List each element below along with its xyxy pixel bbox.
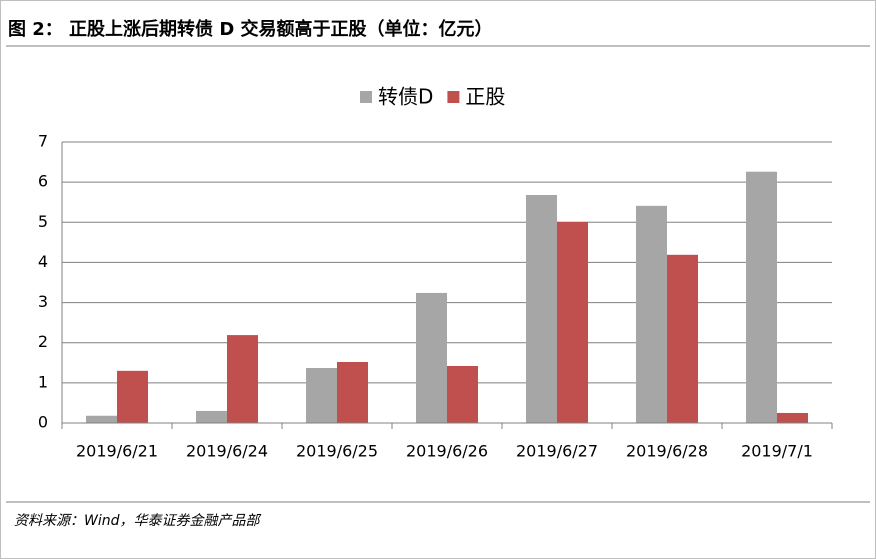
y-tick-label: 6	[38, 172, 48, 191]
legend-label: 转债D	[378, 85, 433, 109]
x-tick-label: 2019/6/21	[76, 442, 158, 461]
bar	[526, 194, 557, 423]
y-tick-label: 1	[38, 372, 48, 391]
bar	[306, 368, 337, 423]
bar	[667, 254, 698, 423]
x-tick-label: 2019/7/1	[741, 442, 813, 461]
legend-swatch	[360, 91, 372, 103]
legend-swatch	[447, 91, 460, 103]
chart-title: 图 2： 正股上涨后期转债 D 交易额高于正股（单位：亿元）	[8, 18, 493, 40]
bar	[227, 335, 258, 423]
y-tick-label: 0	[38, 413, 48, 432]
legend-label: 正股	[465, 85, 505, 109]
bar	[337, 361, 368, 423]
bar	[416, 292, 447, 423]
bar	[86, 415, 117, 423]
bar	[196, 410, 227, 423]
bar	[557, 221, 588, 423]
y-tick-label: 4	[38, 252, 48, 271]
source-note: 资料来源：Wind，华泰证券金融产品部	[14, 513, 261, 529]
x-tick-label: 2019/6/24	[186, 442, 268, 461]
bar	[777, 412, 808, 423]
bar	[447, 365, 478, 423]
x-tick-label: 2019/6/27	[516, 442, 598, 461]
y-tick-label: 5	[38, 212, 48, 231]
y-tick-label: 7	[38, 132, 48, 151]
x-tick-label: 2019/6/25	[296, 442, 378, 461]
y-tick-label: 3	[38, 292, 48, 311]
bar	[636, 205, 667, 423]
y-tick-label: 2	[38, 332, 48, 351]
bar	[746, 171, 777, 423]
bar	[117, 370, 148, 423]
x-tick-label: 2019/6/28	[626, 442, 708, 461]
x-tick-label: 2019/6/26	[406, 442, 488, 461]
